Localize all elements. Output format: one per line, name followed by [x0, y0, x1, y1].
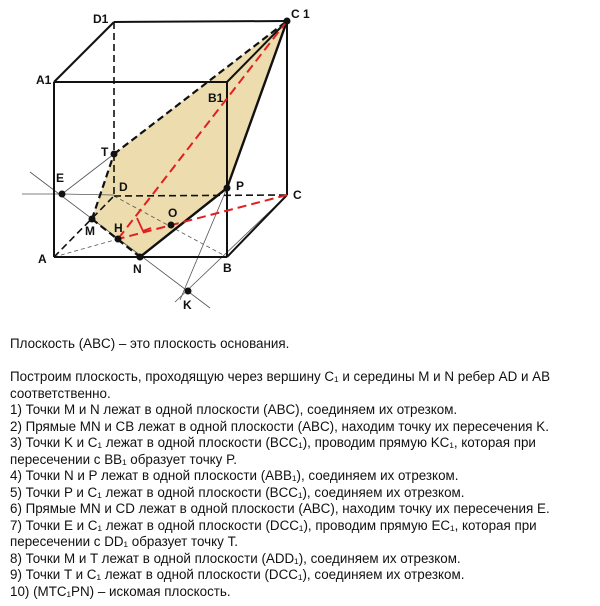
- label-e: E: [56, 171, 64, 185]
- text-line: соответственно.: [10, 385, 111, 401]
- point-m: [88, 215, 96, 223]
- label-c1: C 1: [291, 7, 310, 21]
- text-line: 6) Прямые MN и CD лежат в одной плоскост…: [10, 501, 550, 516]
- solution-text: Плоскость (ABC) – это плоскость основани…: [10, 336, 595, 600]
- text-line: пересечении с BB₁ образует точку P.: [10, 451, 238, 467]
- label-o: O: [168, 206, 177, 220]
- text-line: 3) Точки K и C₁ лежат в одной плоскости …: [10, 435, 536, 450]
- point-t: [110, 150, 118, 158]
- point-h: [114, 235, 122, 243]
- label-k: K: [183, 298, 192, 312]
- section-edge-pc1: [225, 20, 289, 189]
- label-a1: A1: [36, 73, 52, 87]
- blank-line: [10, 353, 595, 370]
- label-d: D: [119, 180, 128, 194]
- point-p: [223, 184, 231, 192]
- text-line: пересечении с DD₁ образует точку T.: [10, 534, 238, 549]
- hidden-edge-DC: [113, 194, 288, 197]
- point-c1: [283, 17, 291, 25]
- label-c: C: [293, 188, 302, 202]
- label-b1: B1: [208, 91, 224, 105]
- line-kc: [174, 194, 288, 303]
- section-edge-tc1: [113, 20, 288, 155]
- text-line: 9) Точки T и C₁ лежат в одной плоскости …: [10, 567, 465, 582]
- text-line: Плоскость (ABC) – это плоскость основани…: [10, 336, 290, 351]
- point-o: [167, 221, 175, 229]
- label-t: T: [101, 145, 109, 159]
- line-cd-extension-2: [61, 193, 115, 196]
- text-line: 7) Точки E и C₁ лежат в одной плоскости …: [10, 517, 537, 533]
- section-edge-np: [139, 187, 228, 258]
- text-line: 5) Точки P и C₁ лежат в одной плоскости …: [10, 484, 465, 500]
- label-n: N: [133, 262, 142, 276]
- section-edge-mt: [90, 153, 116, 220]
- label-b: B: [223, 261, 232, 275]
- label-a: A: [38, 252, 47, 266]
- edge-D1C1: [113, 20, 288, 23]
- text-line: 4) Точки N и P лежат в одной плоскости (…: [10, 468, 459, 483]
- text-line: 10) (MTC₁PN) – искомая плоскость.: [10, 583, 231, 599]
- point-k: [184, 287, 192, 295]
- edge-B1C1: [226, 20, 288, 83]
- text-line: 1) Точки M и N лежат в одной плоскости (…: [10, 402, 458, 417]
- line-ec1: [61, 153, 115, 195]
- edge-CB: [226, 194, 288, 258]
- point-e: [58, 190, 66, 198]
- section-polygon: [92, 21, 287, 257]
- edge-A1D1: [53, 21, 115, 83]
- point-n: [136, 253, 144, 261]
- red-line-ch: [117, 194, 288, 240]
- red-line-c1h: [117, 20, 288, 240]
- label-h: H: [114, 221, 123, 235]
- label-m: M: [85, 224, 95, 238]
- label-p: P: [236, 179, 244, 193]
- cube-section-diagram: A B C D A1 B1 C 1 D1 E T M H N O P K: [22, 7, 310, 312]
- right-angle-mark: [136, 217, 152, 233]
- text-line: Построим плоскость, проходящую через вер…: [10, 369, 551, 384]
- text-line: 2) Прямые MN и CB лежат в одной плоскост…: [10, 418, 549, 434]
- hidden-edge-AD: [53, 195, 115, 258]
- text-line: 8) Точки M и T лежат в одной плоскости (…: [10, 550, 461, 566]
- label-d1: D1: [93, 12, 109, 26]
